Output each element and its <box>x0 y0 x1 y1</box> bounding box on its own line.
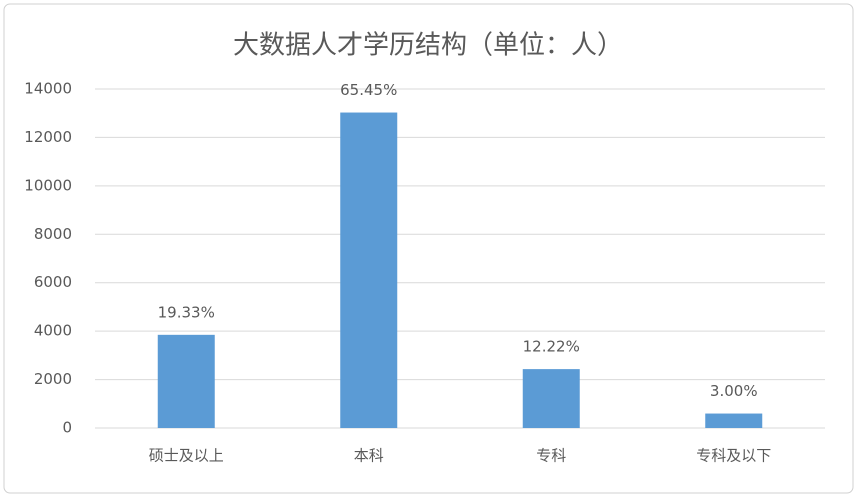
x-tick-label: 本科 <box>354 447 384 465</box>
y-tick-label: 8000 <box>34 225 72 243</box>
y-tick-label: 0 <box>62 419 72 437</box>
y-tick-label: 10000 <box>24 176 72 194</box>
x-tick-label: 硕士及以上 <box>149 447 224 465</box>
bar <box>522 369 580 428</box>
y-tick-label: 14000 <box>24 80 72 98</box>
data-label: 65.45% <box>340 81 397 99</box>
y-tick-label: 6000 <box>34 273 72 291</box>
data-label: 3.00% <box>710 382 758 400</box>
data-label: 19.33% <box>158 303 215 321</box>
bar <box>340 112 398 428</box>
y-tick-label: 2000 <box>34 370 72 388</box>
x-tick-label: 专科及以下 <box>696 447 771 465</box>
bar <box>157 334 215 428</box>
y-tick-label: 4000 <box>34 322 72 340</box>
data-label: 12.22% <box>523 338 580 356</box>
bar <box>705 413 763 428</box>
y-tick-label: 12000 <box>24 128 72 146</box>
chart-frame <box>3 3 854 494</box>
chart-title: 大数据人才学历结构（单位：人） <box>233 31 623 61</box>
x-tick-label: 专科 <box>536 447 566 465</box>
